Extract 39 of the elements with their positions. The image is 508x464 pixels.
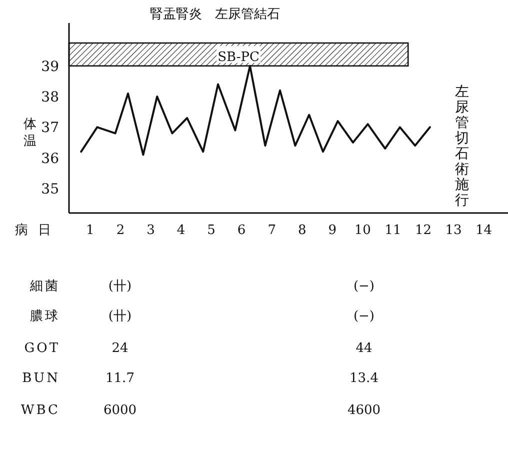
text: (卄) xyxy=(108,309,132,324)
x-tick-label: 13 xyxy=(445,223,462,238)
y-tick-label: 37 xyxy=(41,120,59,136)
text: 6000 xyxy=(103,403,137,418)
text: WBC xyxy=(20,403,60,418)
text: BUN xyxy=(22,371,60,386)
y-axis-title: 体温 xyxy=(24,117,36,149)
x-axis-title: 病日 xyxy=(15,223,61,238)
text: (−) xyxy=(353,279,375,294)
y-tick-label: 38 xyxy=(41,90,59,106)
text: 細菌 xyxy=(29,279,60,294)
y-tick-label: 36 xyxy=(41,150,60,167)
annotation: 左尿管切石術施行 xyxy=(455,84,469,208)
x-tick-label: 3 xyxy=(146,223,155,238)
text: 24 xyxy=(112,341,128,356)
x-tick-label: 12 xyxy=(414,223,432,238)
x-tick-label: 11 xyxy=(384,223,402,238)
text: GOT xyxy=(24,341,60,356)
y-tick-label: 39 xyxy=(41,58,59,75)
text: 11.7 xyxy=(106,371,134,386)
text: (卄) xyxy=(108,279,132,294)
x-tick-label: 6 xyxy=(237,223,246,238)
y-tick-label: 35 xyxy=(41,181,59,198)
text: 4600 xyxy=(347,403,381,418)
x-tick-label: 9 xyxy=(328,223,337,238)
x-tick-label: 7 xyxy=(268,223,276,238)
text: (−) xyxy=(353,309,375,324)
band-label: SB-PC xyxy=(218,50,260,65)
text: 13.4 xyxy=(350,371,378,386)
x-tick-label: 5 xyxy=(207,223,216,238)
x-tick-label: 10 xyxy=(354,223,371,238)
chart-title: 腎盂腎炎 左尿管結石 xyxy=(150,7,280,22)
x-tick-label: 4 xyxy=(176,223,186,238)
x-tick-label: 1 xyxy=(86,223,94,238)
x-tick-label: 2 xyxy=(116,223,125,238)
x-tick-label: 14 xyxy=(476,223,492,238)
x-tick-label: 8 xyxy=(298,223,306,238)
text: 膿球 xyxy=(30,309,60,324)
text: 44 xyxy=(356,341,372,356)
